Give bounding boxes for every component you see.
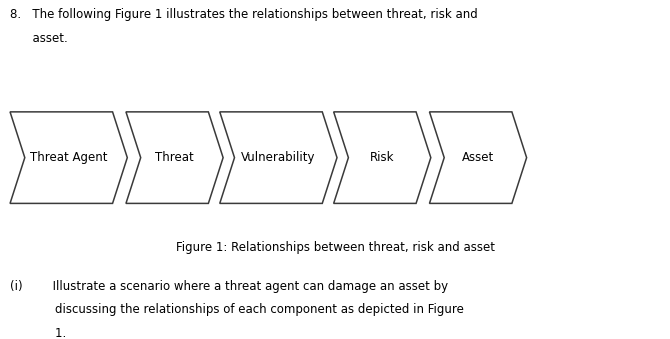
Text: Vulnerability: Vulnerability xyxy=(241,151,316,164)
Polygon shape xyxy=(429,112,527,203)
Polygon shape xyxy=(126,112,223,203)
Text: discussing the relationships of each component as depicted in Figure: discussing the relationships of each com… xyxy=(10,303,464,316)
Text: Figure 1: Relationships between threat, risk and asset: Figure 1: Relationships between threat, … xyxy=(176,241,494,254)
Polygon shape xyxy=(10,112,127,203)
Text: 8.   The following Figure 1 illustrates the relationships between threat, risk a: 8. The following Figure 1 illustrates th… xyxy=(10,8,478,21)
Text: Risk: Risk xyxy=(370,151,395,164)
Text: Threat: Threat xyxy=(155,151,194,164)
Polygon shape xyxy=(334,112,431,203)
Text: Asset: Asset xyxy=(462,151,494,164)
Text: Threat Agent: Threat Agent xyxy=(30,151,107,164)
Text: asset.: asset. xyxy=(10,32,68,45)
Polygon shape xyxy=(220,112,337,203)
Text: 1.: 1. xyxy=(10,327,66,339)
Text: (i)        Illustrate a scenario where a threat agent can damage an asset by: (i) Illustrate a scenario where a threat… xyxy=(10,280,448,293)
